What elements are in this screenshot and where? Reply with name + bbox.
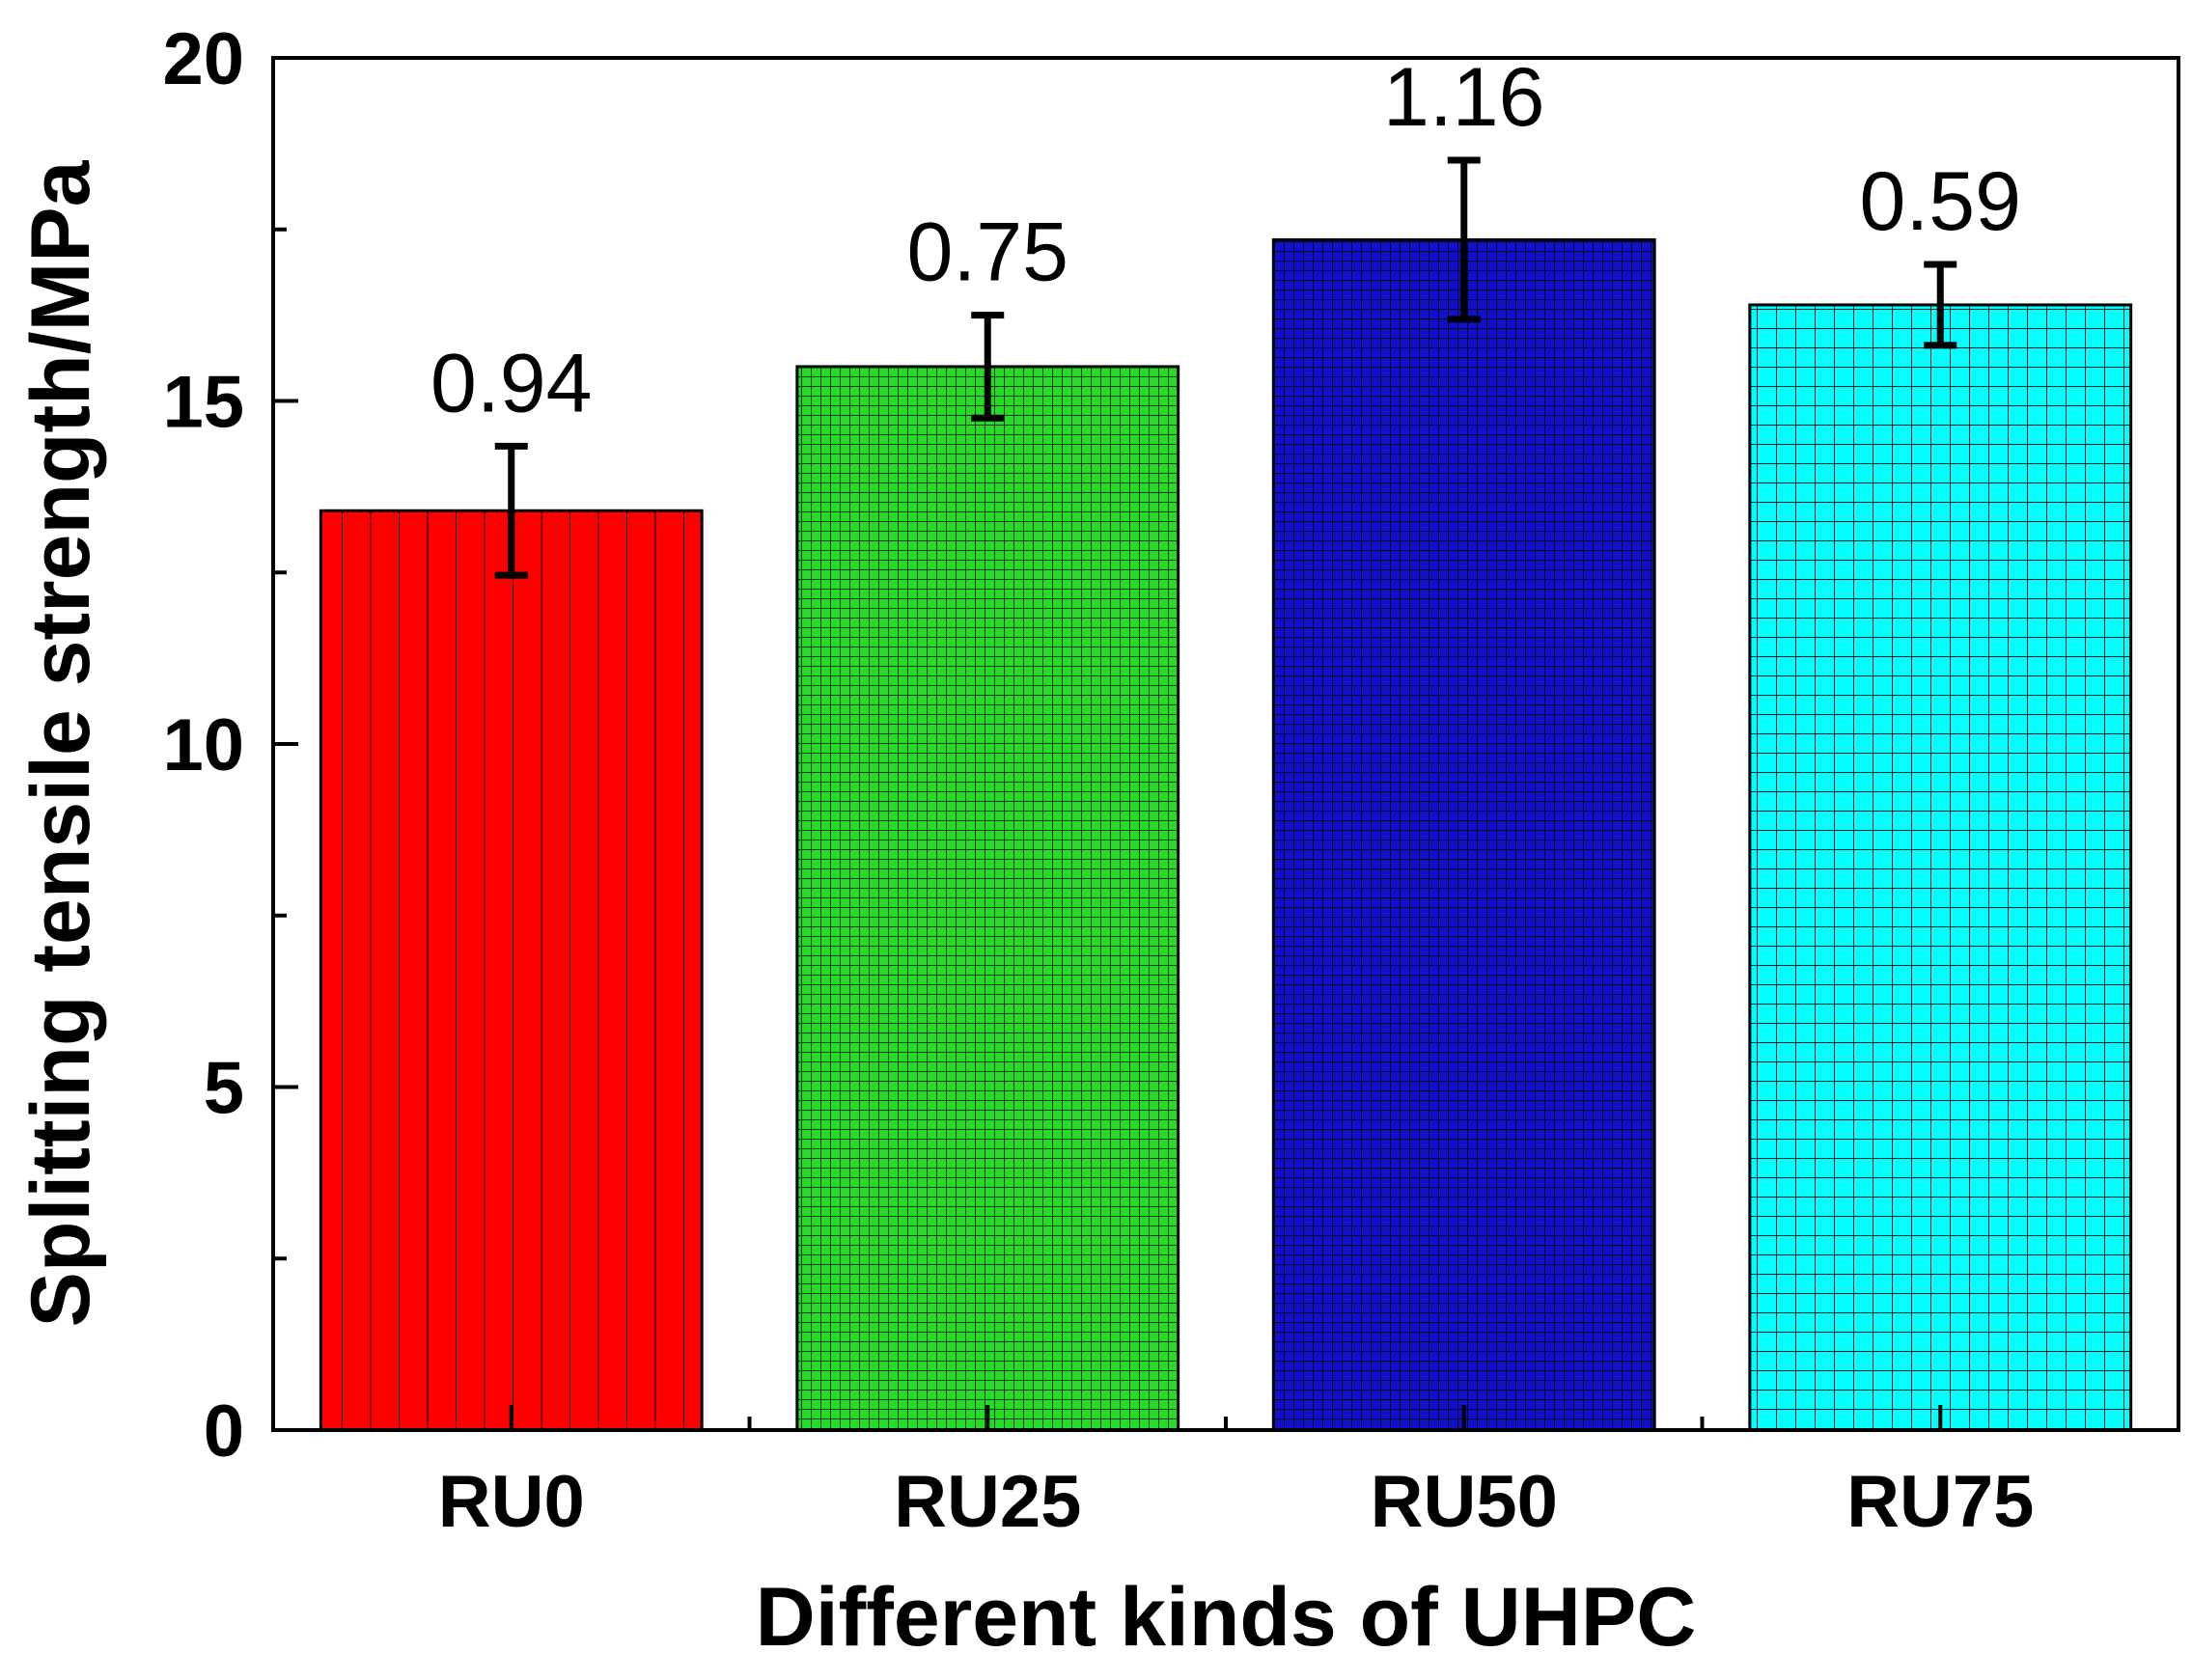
y-tick-label-10: 10	[162, 704, 244, 786]
y-tick-label-0: 0	[204, 1391, 244, 1473]
data-label-ru50: 1.16	[1383, 51, 1544, 144]
y-tick-label-5: 5	[204, 1048, 244, 1130]
x-tick-label-ru25: RU25	[894, 1461, 1081, 1543]
x-axis: RU0 RU25 RU50 RU75	[438, 1405, 2034, 1543]
x-tick-label-ru75: RU75	[1846, 1461, 2034, 1543]
x-tick-label-ru0: RU0	[438, 1461, 585, 1543]
y-axis-title: Splitting tensile strength/MPa	[14, 159, 107, 1327]
x-tick-label-ru50: RU50	[1371, 1461, 1558, 1543]
y-axis: 0 5 10 15 20	[162, 18, 298, 1473]
bar-ru25-pattern	[796, 366, 1179, 1431]
error-bars-layer	[494, 156, 1957, 579]
data-label-ru0: 0.94	[430, 337, 592, 429]
data-label-ru75: 0.59	[1860, 155, 2021, 248]
data-labels-layer: 0.94 0.75 1.16 0.59	[430, 51, 2021, 429]
bar-ru50-pattern	[1273, 239, 1655, 1430]
x-axis-title: Different kinds of UHPC	[756, 1571, 1697, 1664]
bars-layer	[319, 237, 2133, 1432]
bar-ru75-pattern	[1749, 304, 2131, 1431]
bar-ru0-pattern	[320, 510, 703, 1430]
data-label-ru25: 0.75	[907, 207, 1068, 299]
y-tick-label-20: 20	[162, 18, 244, 100]
y-tick-label-15: 15	[162, 362, 244, 444]
